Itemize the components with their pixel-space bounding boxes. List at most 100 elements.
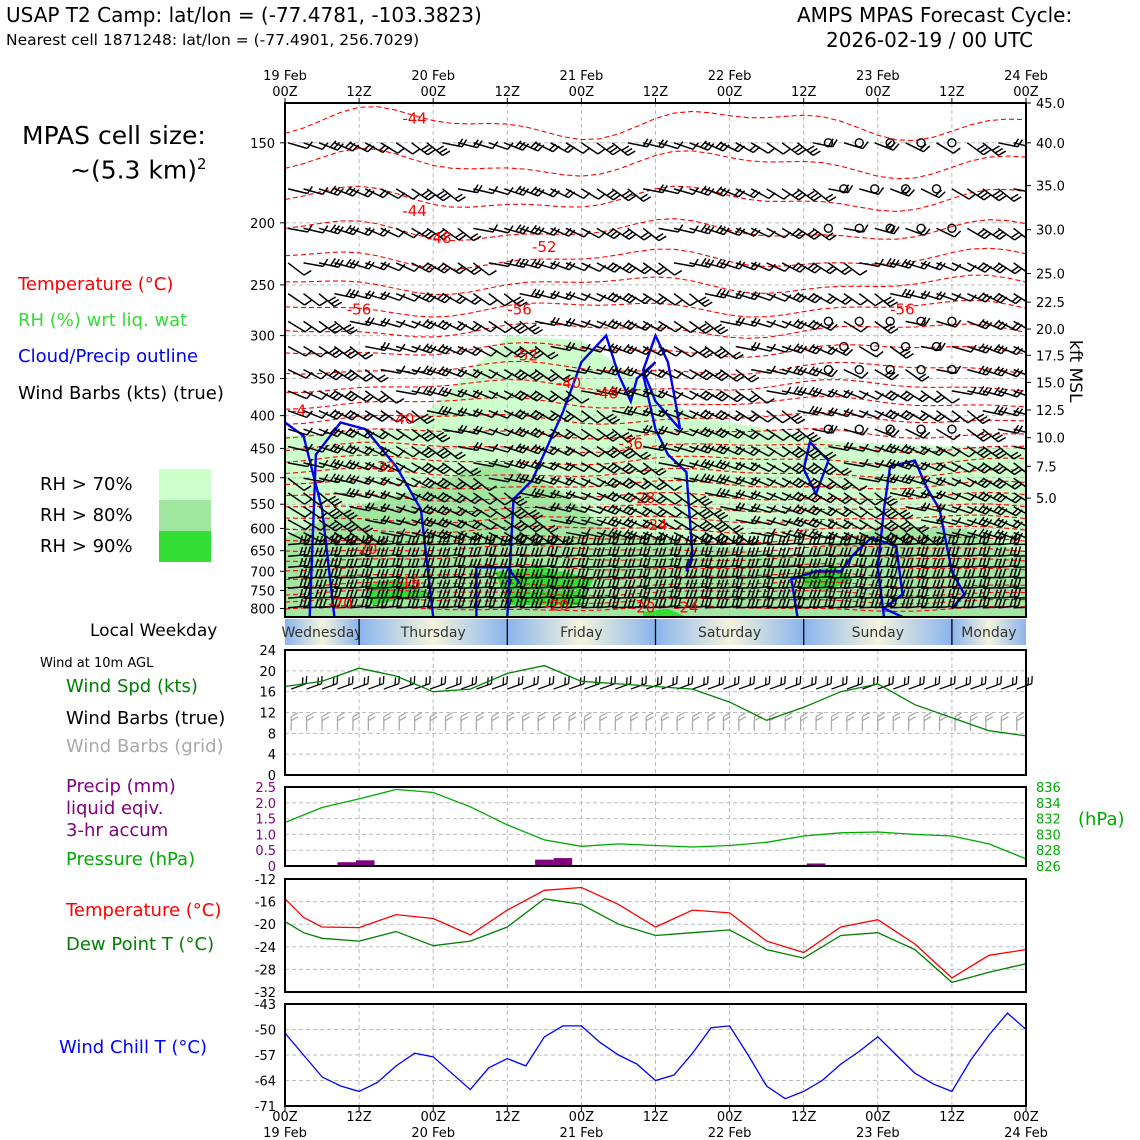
barb-flag xyxy=(584,492,591,501)
barb-shaft xyxy=(380,492,400,501)
barb-flag xyxy=(445,407,452,416)
barb-flag xyxy=(472,184,479,193)
barb-flag xyxy=(714,370,723,377)
barb-shaft xyxy=(287,506,306,518)
barb-flag xyxy=(901,288,908,297)
barb-shaft xyxy=(287,345,307,357)
wind-barb xyxy=(843,262,868,276)
wind-barb xyxy=(457,227,482,242)
calm-circle xyxy=(916,424,926,434)
barb-flag xyxy=(1016,521,1024,529)
barb-flag xyxy=(608,415,617,422)
barb-flag xyxy=(441,518,449,527)
wind-barb xyxy=(766,492,792,502)
rh-legend-swatch-70 xyxy=(159,469,211,500)
barb-shaft xyxy=(858,410,879,419)
wind-barb xyxy=(889,443,916,455)
barb-shaft xyxy=(658,531,677,542)
barb-flag xyxy=(754,516,761,525)
barb-flag xyxy=(430,387,437,396)
barb-flag xyxy=(807,262,815,270)
wind-barb xyxy=(1013,227,1026,242)
wind-barb xyxy=(982,428,1007,443)
barb-flag xyxy=(329,140,337,148)
barb-flag xyxy=(978,385,985,394)
barb-flag xyxy=(1028,531,1034,540)
wind-barb xyxy=(920,476,946,486)
wind-barb xyxy=(550,369,574,383)
barb-shaft xyxy=(673,531,693,543)
wind-barb xyxy=(719,390,745,403)
barb-flag xyxy=(622,478,630,485)
calm-circle xyxy=(916,138,926,148)
calm-circle xyxy=(947,316,957,327)
wind-barb xyxy=(534,345,559,360)
barb-flag xyxy=(922,431,931,439)
wind-barb xyxy=(503,140,530,151)
barb-shaft xyxy=(843,293,861,306)
barb-shaft xyxy=(936,368,957,374)
barb-flag xyxy=(815,508,823,516)
barb-flag xyxy=(365,527,374,534)
barb-flag xyxy=(362,393,371,401)
wind-barb xyxy=(766,188,791,200)
barb-flag xyxy=(423,415,432,422)
barb-flag xyxy=(534,488,541,497)
barb-shaft xyxy=(951,492,971,502)
barb-flag xyxy=(918,373,927,380)
wind-barb xyxy=(318,320,343,334)
wind-barb xyxy=(472,477,497,492)
barb-flag xyxy=(716,288,722,297)
barb-flag xyxy=(859,485,868,492)
barb-flag xyxy=(322,225,329,234)
barb-flag xyxy=(884,520,893,528)
barb-flag xyxy=(415,529,421,538)
wind-barb xyxy=(967,318,993,330)
barb-flag xyxy=(1013,424,1020,433)
barb-shaft xyxy=(565,368,586,374)
barb-flag xyxy=(676,410,684,418)
barb-flag xyxy=(791,447,800,454)
barb-shaft xyxy=(473,188,493,195)
barb-flag xyxy=(344,533,352,540)
wind-barb xyxy=(781,445,807,459)
barb-flag xyxy=(797,386,803,395)
barb-flag xyxy=(472,369,480,377)
barb-flag xyxy=(891,373,900,381)
barb-flag xyxy=(720,352,729,359)
isotherm xyxy=(285,379,1026,393)
barb-flag xyxy=(783,450,791,458)
barb-flag xyxy=(383,478,391,486)
barb-flag xyxy=(703,141,711,150)
wind-barb xyxy=(333,345,359,359)
wind-barb xyxy=(797,142,821,157)
barb-shaft xyxy=(658,345,677,357)
wind-barb xyxy=(936,410,961,423)
barb-flag xyxy=(335,373,344,381)
barb-flag xyxy=(977,504,985,512)
barb-flag xyxy=(304,498,313,505)
barb-shaft xyxy=(380,368,401,374)
barb-shaft xyxy=(581,506,601,514)
barb-flag xyxy=(693,473,699,483)
wind-barb xyxy=(457,441,483,452)
wind-barb xyxy=(611,188,636,202)
barb-flag xyxy=(792,343,800,351)
wind-barb xyxy=(627,368,653,378)
barb-shaft xyxy=(287,462,308,468)
barb-flag xyxy=(714,533,723,540)
wind-barb xyxy=(673,492,698,506)
wind-barb xyxy=(395,292,422,302)
wind-barb xyxy=(966,142,991,156)
wind-barb xyxy=(997,462,1023,476)
wind-barb xyxy=(781,428,806,442)
barb-shaft xyxy=(1013,142,1026,149)
barb-shaft xyxy=(766,492,786,502)
wind-barb xyxy=(689,185,715,196)
barb-flag xyxy=(553,462,560,471)
barb-flag xyxy=(715,443,723,452)
barb-flag xyxy=(454,451,463,458)
wind-barb xyxy=(704,506,729,520)
wind-barb xyxy=(750,492,777,501)
wind-barb xyxy=(349,368,374,382)
